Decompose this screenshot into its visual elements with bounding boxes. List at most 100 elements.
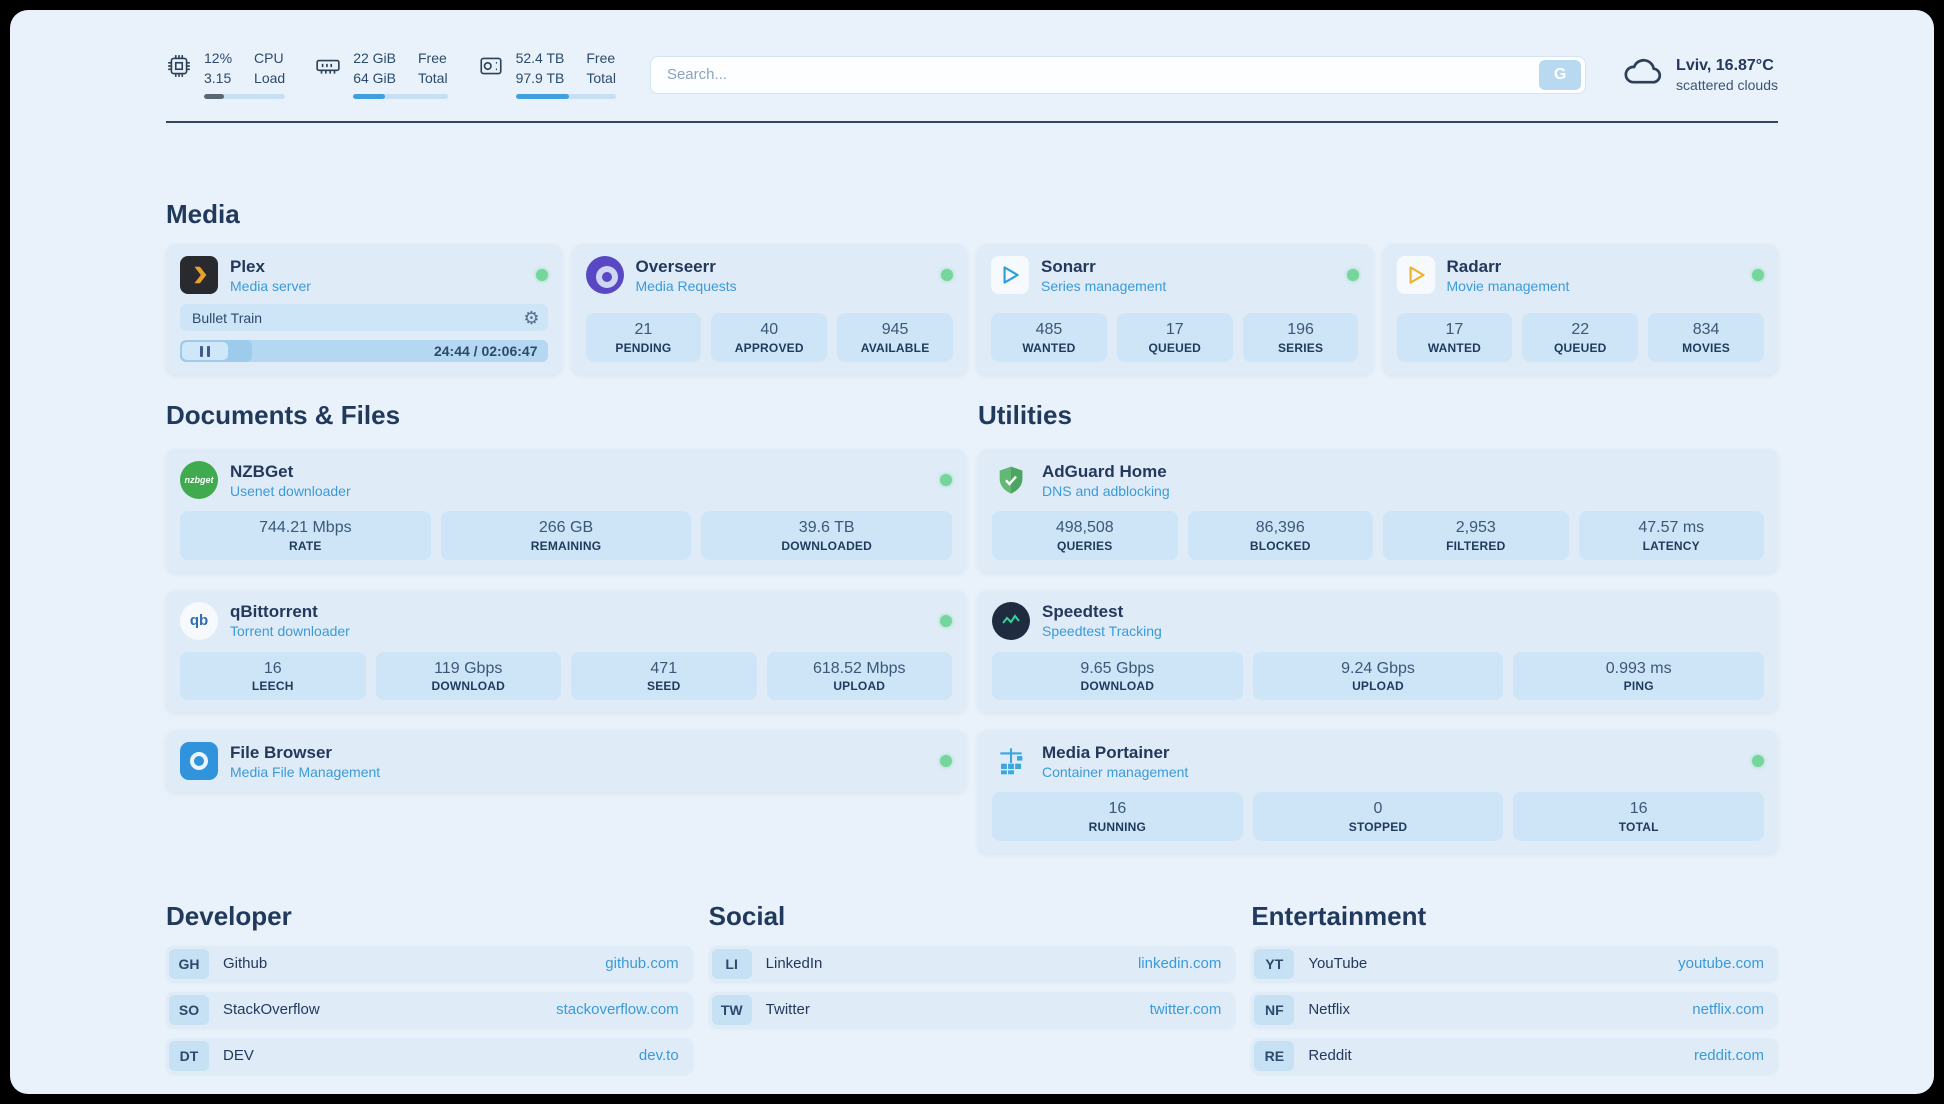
disk-progress-bar [515, 94, 616, 99]
stat-value: 0 [1373, 800, 1383, 818]
bookmark-url[interactable]: github.com [605, 955, 679, 973]
bookmark-url[interactable]: netflix.com [1692, 1001, 1764, 1019]
disk-metric: 52.4 TB 97.9 TB Free Total [478, 50, 616, 99]
app-subtitle: Usenet downloader [230, 482, 351, 499]
app-card-sonarr[interactable]: Sonarr Series management 485 WANTED 17 Q… [977, 244, 1373, 374]
search-bar: G [649, 55, 1587, 94]
stat-box: 471 SEED [571, 651, 757, 701]
bookmark-url[interactable]: reddit.com [1693, 1047, 1764, 1065]
app-card-overseerr[interactable]: Overseerr Media Requests 21 PENDING 40 A… [571, 244, 967, 374]
section-title-entertainment: Entertainment [1251, 900, 1427, 931]
cpu-metric: 12% 3.15 CPU Load [166, 50, 286, 99]
bookmark-github[interactable]: GH Github github.com [166, 945, 693, 982]
app-card-plex[interactable]: Plex Media server Bullet Train ⚙ 24:44 /… [166, 244, 562, 374]
bookmark-badge: LI [711, 948, 752, 979]
bookmark-netflix[interactable]: NF Netflix netflix.com [1251, 991, 1778, 1028]
search-engine-button[interactable]: G [1539, 59, 1582, 90]
adguard-shield-icon [992, 461, 1030, 499]
disk-total-value: 97.9 TB [515, 69, 565, 86]
stat-value: 16 [1629, 800, 1648, 818]
ram-total-label: Total [418, 69, 448, 86]
bookmark-youtube[interactable]: YT YouTube youtube.com [1251, 945, 1778, 982]
bookmark-reddit[interactable]: RE Reddit reddit.com [1251, 1037, 1778, 1074]
bookmark-badge: RE [1254, 1040, 1295, 1071]
app-card-speedtest[interactable]: Speedtest Speedtest Tracking 9.65 Gbps D… [978, 589, 1778, 713]
status-dot [1752, 755, 1764, 768]
bookmark-badge: DT [169, 1040, 209, 1071]
stat-label: TOTAL [1618, 819, 1659, 834]
stat-box: 17 QUEUED [1116, 313, 1233, 362]
bookmark-url[interactable]: dev.to [638, 1047, 679, 1065]
section-title-documents: Documents & Files [166, 400, 401, 430]
stat-box: 0.993 ms PING [1513, 651, 1765, 701]
bookmark-name: Twitter [765, 1001, 810, 1019]
bookmark-url[interactable]: twitter.com [1149, 1001, 1222, 1019]
playback-progress-bar[interactable]: 24:44 / 02:06:47 [180, 340, 548, 362]
disk-icon [478, 53, 504, 84]
stat-box: 945 AVAILABLE [837, 313, 953, 362]
stat-label: UPLOAD [1352, 679, 1404, 694]
stat-value: 2,953 [1455, 519, 1496, 536]
stat-value: 47.57 ms [1638, 519, 1705, 536]
bookmark-badge: NF [1254, 994, 1295, 1025]
stat-value: 498,508 [1055, 519, 1114, 536]
stat-value: 119 Gbps [434, 659, 503, 677]
bookmark-name: Netflix [1308, 1001, 1351, 1019]
gear-icon[interactable]: ⚙ [523, 307, 540, 328]
stat-value: 21 [634, 321, 653, 339]
nzbget-icon: nzbget [180, 461, 218, 499]
section-title-developer: Developer [166, 900, 292, 931]
bookmark-dev[interactable]: DT DEV dev.to [166, 1037, 693, 1074]
app-card-radarr[interactable]: Radarr Movie management 17 WANTED 22 QUE… [1382, 244, 1778, 374]
disk-free-value: 52.4 TB [515, 50, 565, 66]
stat-label: PENDING [615, 341, 672, 355]
bookmark-twitter[interactable]: TW Twitter twitter.com [708, 991, 1236, 1028]
bookmark-url[interactable]: linkedin.com [1137, 955, 1222, 973]
bookmark-group-entertainment: Entertainment YT YouTube youtube.com NF … [1251, 901, 1778, 1074]
ram-free-value: 22 GiB [353, 50, 396, 66]
stat-box: 86,396 BLOCKED [1187, 511, 1373, 560]
app-card-adguard[interactable]: AdGuard Home DNS and adblocking 498,508 … [978, 449, 1778, 572]
app-name: Overseerr [635, 256, 716, 276]
app-subtitle: Media server [230, 277, 311, 294]
stat-label: SEED [647, 679, 681, 694]
stat-box: 0 STOPPED [1252, 792, 1504, 841]
cloud-icon [1620, 55, 1664, 94]
app-card-portainer[interactable]: Media Portainer Container management 16 … [978, 730, 1778, 853]
stat-label: REMAINING [530, 538, 602, 553]
stat-value: 17 [1445, 321, 1464, 339]
bookmark-stackoverflow[interactable]: SO StackOverflow stackoverflow.com [166, 991, 693, 1028]
pause-button[interactable] [182, 342, 228, 360]
bookmark-url[interactable]: youtube.com [1678, 955, 1764, 973]
stat-label: RATE [289, 538, 322, 553]
cpu-percent: 12% [204, 50, 233, 66]
stat-box: 9.65 Gbps DOWNLOAD [992, 651, 1243, 701]
stat-value: 40 [760, 321, 779, 339]
stat-box: 40 APPROVED [711, 313, 828, 362]
section-title-media: Media [166, 199, 240, 229]
app-subtitle: Media Requests [635, 277, 737, 294]
cpu-label: CPU [254, 50, 284, 66]
app-name: Sonarr [1041, 256, 1096, 276]
stat-box: 266 GB REMAINING [440, 511, 692, 560]
app-card-nzbget[interactable]: nzbget NZBGet Usenet downloader 744.21 M… [166, 449, 966, 572]
app-card-qbittorrent[interactable]: qb qBittorrent Torrent downloader 16 LEE… [166, 589, 966, 713]
status-dot [941, 269, 953, 281]
stat-label: WANTED [1427, 341, 1482, 355]
bookmark-name: Reddit [1308, 1047, 1352, 1065]
search-input[interactable] [649, 55, 1587, 94]
app-name: Plex [230, 256, 265, 276]
app-card-filebrowser[interactable]: File Browser Media File Management [166, 730, 966, 793]
overseerr-icon [585, 256, 624, 294]
bookmark-name: Github [223, 955, 268, 973]
stat-label: FILTERED [1446, 538, 1506, 553]
stat-label: WANTED [1022, 341, 1076, 355]
stat-value: 0.993 ms [1605, 659, 1672, 677]
stat-box: 618.52 Mbps UPLOAD [766, 651, 952, 701]
documents-column: Documents & Files nzbget NZBGet Usenet d… [166, 400, 966, 793]
stat-value: 945 [881, 321, 909, 339]
stat-box: 47.57 ms LATENCY [1578, 511, 1764, 560]
bookmark-linkedin[interactable]: LI LinkedIn linkedin.com [708, 945, 1236, 982]
bookmark-url[interactable]: stackoverflow.com [556, 1001, 679, 1019]
status-dot [1346, 269, 1359, 281]
